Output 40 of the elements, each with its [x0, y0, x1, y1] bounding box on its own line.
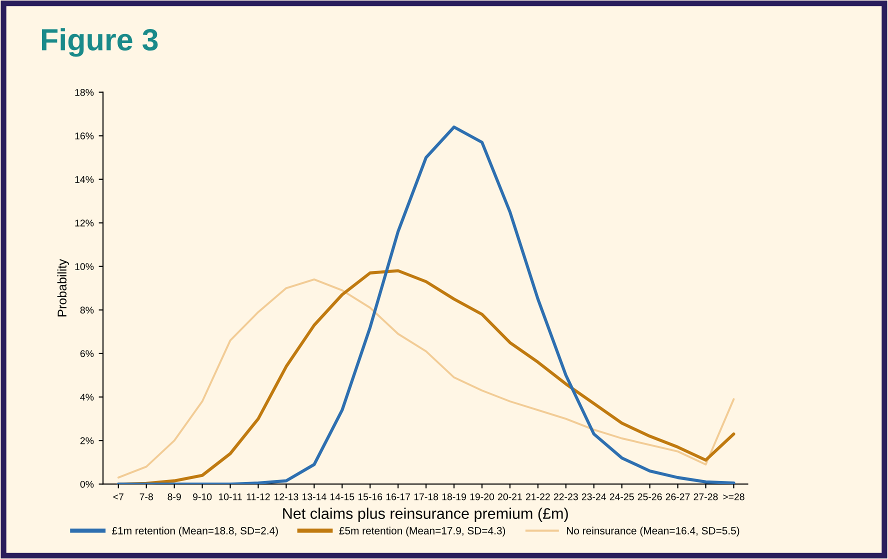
y-tick-label: 2% — [80, 437, 94, 444]
x-axis-title: Net claims plus reinsurance premium (£m) — [283, 508, 568, 522]
x-tick-label: 23-24 — [582, 493, 606, 500]
y-tick-label: 4% — [80, 394, 94, 401]
x-tick-label: 11-12 — [246, 493, 270, 500]
y-tick-label: 18% — [75, 88, 94, 96]
x-tick-label: 15-16 — [358, 493, 382, 500]
chart-title: Figure 3 — [42, 28, 158, 57]
x-tick-label: >=28 — [723, 493, 744, 500]
y-tick-label: 6% — [80, 350, 94, 358]
x-tick-label: 8-9 — [168, 493, 181, 500]
y-tick-label: 16% — [75, 132, 94, 140]
x-tick-label: 16-17 — [386, 493, 410, 500]
x-tick-label: 26-27 — [666, 493, 690, 500]
y-tick-label: 10% — [75, 263, 94, 270]
legend-label: £1m retention (Mean=18.8, SD=2.4) — [112, 526, 278, 536]
x-tick-label: 18-19 — [442, 493, 466, 500]
legend-label: No reinsurance (Mean=16.4, SD=5.5) — [566, 526, 740, 536]
y-tick-label: 8% — [80, 306, 94, 314]
x-tick-label: 14-15 — [330, 493, 354, 500]
x-tick-label: 27-28 — [694, 493, 718, 500]
x-tick-label: 13-14 — [302, 493, 326, 500]
x-tick-label: 17-18 — [414, 493, 438, 500]
x-tick-label: 12-13 — [274, 493, 298, 500]
x-tick-label: 24-25 — [610, 493, 634, 500]
y-tick-label: 0% — [80, 480, 94, 488]
x-tick-label: 10-11 — [218, 493, 242, 500]
x-tick-label: 22-23 — [554, 493, 578, 500]
y-tick-label: 14% — [75, 176, 94, 183]
legend-label: £5m retention (Mean=17.9, SD=4.3) — [339, 526, 506, 536]
x-tick-label: 7-8 — [140, 493, 153, 500]
y-axis-title: Probability — [57, 259, 69, 316]
x-tick-label: 19-20 — [470, 493, 494, 500]
y-tick-label: 12% — [75, 220, 94, 226]
x-tick-label: 21-22 — [526, 493, 550, 500]
x-tick-label: 20-21 — [498, 493, 522, 500]
line-series — [116, 126, 736, 484]
x-tick-label: 9-10 — [193, 493, 212, 500]
x-tick-label: <7 — [113, 493, 124, 500]
x-tick-label: 25-26 — [638, 493, 662, 500]
